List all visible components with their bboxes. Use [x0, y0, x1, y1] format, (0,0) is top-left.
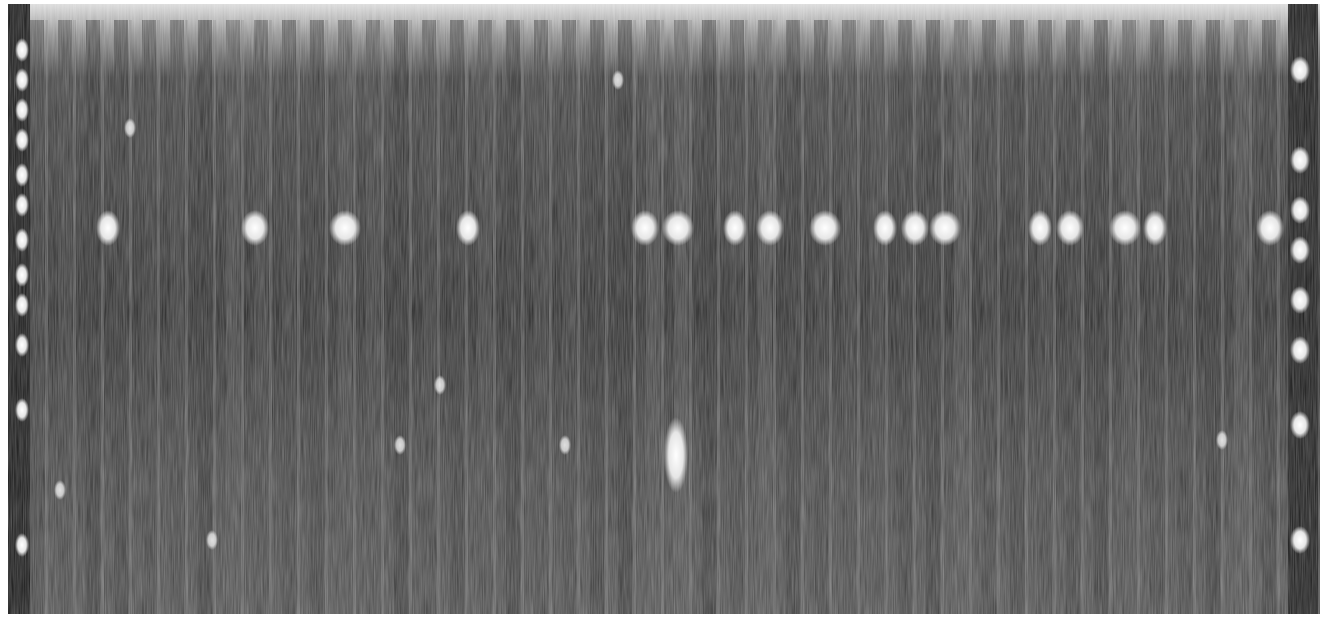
ladder-spot [15, 293, 29, 317]
band [662, 210, 694, 246]
ladder-spot [15, 163, 29, 187]
ladder-spot [1290, 336, 1310, 364]
band [1056, 210, 1084, 246]
band [1028, 210, 1052, 246]
band [723, 210, 747, 246]
band [1143, 210, 1167, 246]
band [873, 210, 897, 246]
ladder-spot [15, 68, 29, 92]
band [1256, 210, 1284, 246]
ladder-spot [1290, 236, 1310, 264]
ladder-spot [1290, 411, 1310, 439]
ladder-spot [1290, 196, 1310, 224]
band [901, 210, 929, 246]
band [929, 210, 961, 246]
ladder-spot [15, 533, 29, 557]
gel-grain [8, 4, 1320, 614]
band [96, 210, 120, 246]
ladder-spot [1290, 56, 1310, 84]
band [809, 210, 841, 246]
faint-spot [124, 118, 136, 138]
ladder-spot [1290, 526, 1310, 554]
gel-image [0, 0, 1335, 617]
ladder-spot [15, 98, 29, 122]
band [1109, 210, 1141, 246]
ladder-spot [15, 193, 29, 217]
faint-spot [394, 435, 406, 455]
ladder-spot [15, 398, 29, 422]
ladder-spot [15, 38, 29, 62]
band [329, 210, 361, 246]
faint-spot [559, 435, 571, 455]
faint-spot [1216, 430, 1228, 450]
page: (() => { const svg = document.getElement… [0, 0, 1335, 617]
band [756, 210, 784, 246]
band [241, 210, 269, 246]
faint-spot [434, 375, 446, 395]
band [631, 210, 659, 246]
faint-spot [612, 70, 624, 90]
smear [664, 417, 688, 493]
faint-spot [54, 480, 66, 500]
band [456, 210, 480, 246]
ladder-spot [1290, 146, 1310, 174]
ladder-spot [15, 333, 29, 357]
ladder-spot [15, 128, 29, 152]
faint-spot [206, 530, 218, 550]
ladder-spot [15, 228, 29, 252]
ladder-spot [15, 263, 29, 287]
ladder-spot [1290, 286, 1310, 314]
